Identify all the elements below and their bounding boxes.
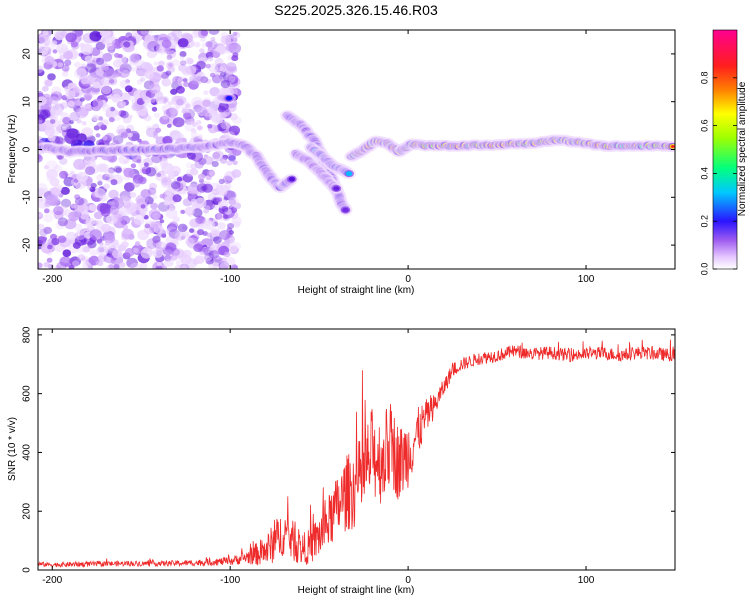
y-tick-label: -20 <box>22 237 33 252</box>
colorbar-tick-label: 0.4 <box>699 167 709 180</box>
x-tick-label: -100 <box>220 274 240 285</box>
snr-series-line <box>38 339 675 569</box>
y-tick-label: 0 <box>22 567 33 573</box>
x-tick-label: -100 <box>220 575 240 586</box>
colorbar-label: Normalized spectral amplitude <box>737 81 748 216</box>
noise-blobs <box>38 30 242 269</box>
x-tick-label: 0 <box>405 274 411 285</box>
spectrogram-y-axis: -20 -10 0 10 20 <box>22 48 675 252</box>
branch-upper <box>214 92 237 104</box>
y-tick-label: 600 <box>22 385 33 402</box>
y-tick-label: -10 <box>22 190 33 205</box>
colorbar-tick-label: 0.6 <box>699 119 709 132</box>
snr-y-axis: 0 200 400 600 800 <box>22 326 675 573</box>
stable-ridge <box>344 134 675 162</box>
snr-y-axis-label: SNR (10 * v/v) <box>7 417 18 481</box>
spectrogram-y-axis-label: Frequency (Hz) <box>7 115 18 184</box>
y-tick-label: 800 <box>22 326 33 343</box>
snr-x-axis: -200 -100 0 100 <box>42 329 595 586</box>
x-tick-label: 100 <box>578 274 595 285</box>
y-tick-label: 10 <box>22 96 33 108</box>
branch-third <box>303 141 357 180</box>
y-tick-label: 20 <box>22 48 33 60</box>
spectrogram-content <box>38 30 675 269</box>
snr-frame <box>37 328 676 571</box>
y-tick-label: 200 <box>22 502 33 519</box>
x-tick-label: 100 <box>578 575 595 586</box>
spectrogram-x-axis: -200 -100 0 100 <box>42 30 595 285</box>
figure-title: S225.2025.326.15.46.R03 <box>274 2 438 18</box>
spectrogram-x-axis-label: Height of straight line (km) <box>298 285 415 296</box>
x-tick-label: -200 <box>42 575 62 586</box>
snr-panel: -200 -100 0 100 0 200 400 600 800 Height of str… <box>7 326 676 596</box>
branch-second <box>289 148 344 194</box>
colorbar-tick-label: 0.2 <box>699 215 709 228</box>
x-tick-label: 0 <box>405 575 411 586</box>
colorbar <box>712 29 738 270</box>
x-tick-label: -200 <box>42 274 62 285</box>
colorbar-ticks: 0.0 0.2 0.4 0.6 0.8 <box>699 72 737 276</box>
y-tick-label: 400 <box>22 444 33 461</box>
main-ridge <box>38 136 299 194</box>
snr-x-axis-label: Height of straight line (km) <box>298 585 415 596</box>
y-tick-label: 0 <box>22 146 33 152</box>
colorbar-tick-label: 0.0 <box>699 263 709 276</box>
colorbar-tick-label: 0.8 <box>699 72 709 85</box>
